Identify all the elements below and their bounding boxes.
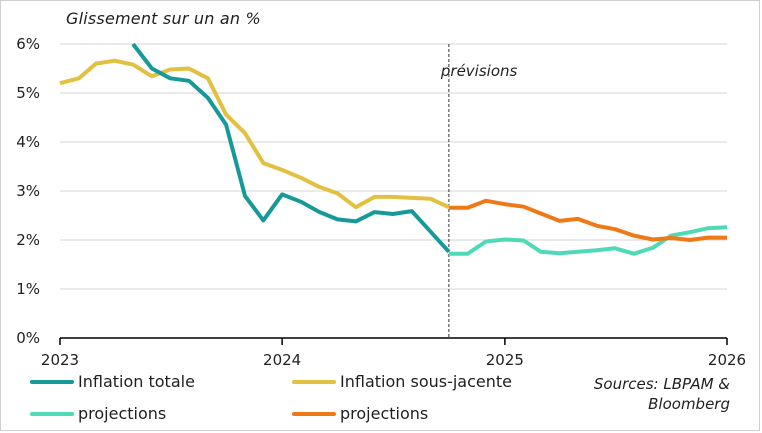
legend-swatch: [292, 379, 336, 384]
legend-swatch: [30, 379, 74, 384]
y-tick-labels: 0% 1% 2% 3% 4% 5% 6%: [16, 35, 40, 347]
series-line: [59, 58, 450, 210]
y-axis-title: Glissement sur un an %: [66, 9, 261, 28]
y-tick-label: 0%: [16, 329, 40, 347]
series-2: [448, 225, 728, 256]
x-tick-labels: 2023 2024 2025 2026: [41, 351, 746, 369]
series-lines: [59, 42, 728, 256]
x-tick-label: 2026: [708, 351, 746, 369]
axes: [59, 337, 728, 345]
sources-line: Bloomberg: [648, 395, 730, 413]
y-tick-label: 5%: [16, 84, 40, 102]
y-tick-label: 3%: [16, 182, 40, 200]
legend-item-projections-orange: projections: [292, 404, 428, 423]
y-tick-label: 2%: [16, 231, 40, 249]
y-tick-label: 4%: [16, 133, 40, 151]
legend-item-inflation-sous-jacente: Inflation sous-jacente: [292, 372, 512, 391]
legend-label: Inflation totale: [78, 372, 195, 391]
series-3: [448, 198, 728, 242]
gridlines: [60, 43, 727, 290]
x-tick-label: 2025: [486, 351, 524, 369]
x-tick-label: 2024: [263, 351, 301, 369]
sources-line: Sources: LBPAM &: [593, 375, 730, 393]
series-1: [59, 58, 450, 210]
legend-label: Inflation sous-jacente: [340, 372, 512, 391]
series-line: [131, 42, 451, 254]
legend-item-inflation-totale: Inflation totale: [30, 372, 195, 391]
sources-note: Sources: LBPAM & Bloomberg: [594, 374, 730, 414]
y-tick-label: 6%: [16, 35, 40, 53]
legend-swatch: [292, 411, 336, 416]
series-line: [448, 225, 728, 256]
legend-label: projections: [340, 404, 429, 423]
forecast-label: prévisions: [440, 62, 518, 80]
forecast-marker: prévisions: [440, 44, 518, 338]
legend-label: projections: [78, 404, 167, 423]
legend-item-projections-teal: projections: [30, 404, 166, 423]
legend-swatch: [30, 411, 74, 416]
x-tick-label: 2023: [41, 351, 79, 369]
series-line: [448, 198, 727, 242]
y-tick-label: 1%: [16, 280, 40, 298]
series-0: [131, 42, 451, 254]
